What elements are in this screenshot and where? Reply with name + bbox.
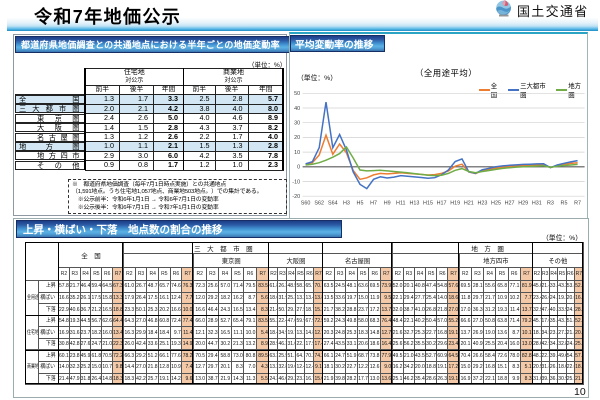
svg-text:H13: H13 xyxy=(409,201,419,207)
svg-text:H5: H5 xyxy=(357,201,364,207)
svg-text:H11: H11 xyxy=(396,201,406,207)
svg-text:S64: S64 xyxy=(328,201,338,207)
svg-text:-10: -10 xyxy=(292,179,300,185)
svg-text:H31: H31 xyxy=(532,201,542,207)
svg-text:H29: H29 xyxy=(518,201,528,207)
svg-text:H19: H19 xyxy=(450,201,460,207)
svg-text:H15: H15 xyxy=(423,201,433,207)
svg-text:H21: H21 xyxy=(464,201,474,207)
svg-text:S60: S60 xyxy=(301,201,311,207)
svg-text:H23: H23 xyxy=(477,201,487,207)
svg-text:R7: R7 xyxy=(574,201,581,207)
svg-text:H27: H27 xyxy=(505,201,515,207)
svg-text:40: 40 xyxy=(294,106,300,112)
svg-text:H3: H3 xyxy=(343,201,350,207)
svg-text:50: 50 xyxy=(294,91,300,97)
svg-text:R3: R3 xyxy=(547,201,554,207)
svg-text:30: 30 xyxy=(294,121,300,127)
svg-text:H9: H9 xyxy=(384,201,391,207)
svg-text:10: 10 xyxy=(294,150,300,156)
svg-text:H25: H25 xyxy=(491,201,501,207)
svg-text:-20: -20 xyxy=(292,194,300,200)
svg-text:S62: S62 xyxy=(314,201,324,207)
svg-text:R5: R5 xyxy=(561,201,568,207)
svg-text:20: 20 xyxy=(294,135,300,141)
svg-text:H7: H7 xyxy=(370,201,377,207)
svg-text:0: 0 xyxy=(297,165,300,171)
svg-text:H17: H17 xyxy=(437,201,447,207)
